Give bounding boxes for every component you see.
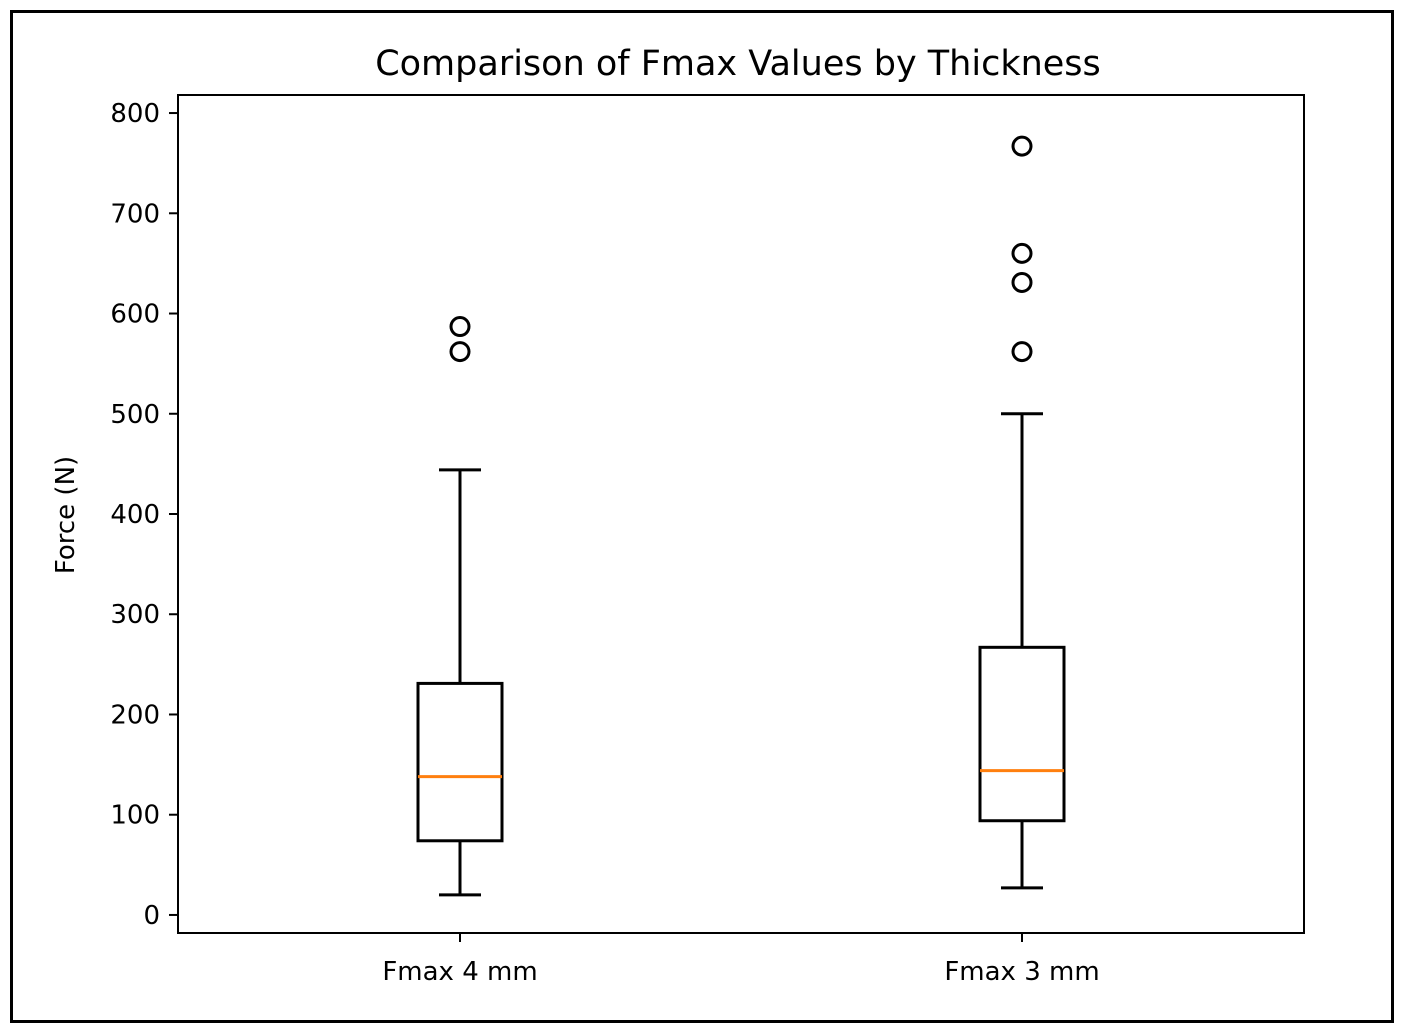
box-group bbox=[978, 135, 1066, 890]
box-series bbox=[416, 135, 1066, 897]
x-tick-label: Fmax 4 mm bbox=[382, 957, 537, 987]
plot-area bbox=[177, 94, 1305, 934]
y-tick-label: 100 bbox=[110, 801, 160, 831]
outlier-point bbox=[1011, 135, 1033, 157]
y-tick-label: 600 bbox=[110, 300, 160, 330]
outlier-point bbox=[1011, 271, 1033, 293]
x-axis-ticks: Fmax 4 mm Fmax 3 mm bbox=[382, 933, 1100, 987]
y-tick-label: 800 bbox=[110, 99, 160, 129]
y-tick-label: 300 bbox=[110, 600, 160, 630]
outlier-point bbox=[1011, 242, 1033, 264]
outlier-point bbox=[1011, 341, 1033, 363]
y-tick-label: 700 bbox=[110, 199, 160, 229]
y-axis-ticks: 0 100 200 300 400 500 600 700 800 bbox=[110, 99, 178, 931]
y-tick-label: 400 bbox=[110, 500, 160, 530]
outlier-point bbox=[449, 341, 471, 363]
y-tick-label: 500 bbox=[110, 400, 160, 430]
y-tick-label: 200 bbox=[110, 700, 160, 730]
y-axis-label: Force (N) bbox=[51, 456, 81, 574]
y-tick-label: 0 bbox=[143, 901, 160, 931]
box-group bbox=[416, 316, 504, 897]
x-tick-label: Fmax 3 mm bbox=[944, 957, 1099, 987]
outlier-point bbox=[449, 316, 471, 338]
chart-title: Comparison of Fmax Values by Thickness bbox=[375, 44, 1101, 84]
iqr-box bbox=[978, 645, 1066, 823]
figure-frame bbox=[10, 10, 1394, 1023]
iqr-box bbox=[416, 681, 504, 843]
